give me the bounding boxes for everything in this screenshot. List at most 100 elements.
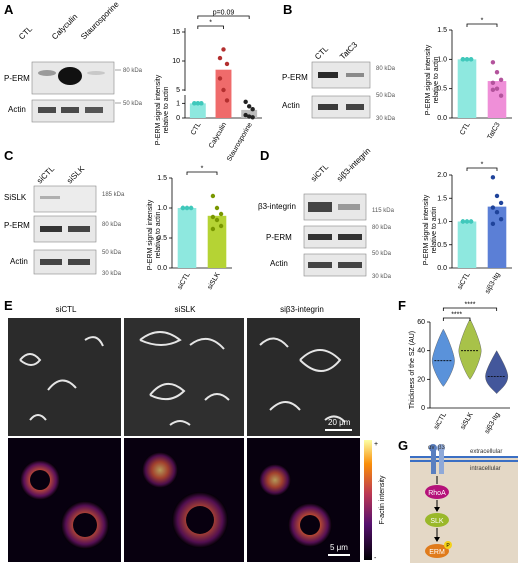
x-tick-label: CTL <box>190 121 203 136</box>
data-point <box>498 93 504 98</box>
y-tick-label: 40 <box>417 348 425 355</box>
significance-label: **** <box>451 312 462 319</box>
lane-label: CTL <box>313 44 330 61</box>
blot-band <box>38 107 56 113</box>
panel-a: A CTL Calyculin Staurosporine P-ERM Acti… <box>4 0 262 163</box>
micrograph-sib3 <box>247 318 360 436</box>
y-tick-label: 1.5 <box>157 175 167 182</box>
y-tick-label: 1.5 <box>437 27 447 34</box>
mw-marker: 80 kDa <box>123 68 143 74</box>
blot-label: P-ERM <box>4 74 30 83</box>
data-point <box>246 114 252 119</box>
arrowhead <box>434 507 440 512</box>
mw-marker: 185 kDa <box>102 192 125 198</box>
significance-label: * <box>209 20 212 27</box>
data-point <box>494 193 500 199</box>
y-tick-label: 10 <box>172 58 180 65</box>
blot-band <box>58 67 82 85</box>
y-axis-label: P-ERM signal intensityrelative to actin <box>425 44 440 115</box>
y-tick-label: 0.0 <box>437 115 447 122</box>
y-tick-label: 1.0 <box>157 205 167 212</box>
blot-label: P-ERM <box>4 221 30 230</box>
data-point <box>210 226 216 232</box>
blot-label: Actin <box>10 257 28 266</box>
mw-marker: 30 kDa <box>102 271 122 277</box>
data-point <box>224 98 230 103</box>
integrin-beta-label: β3 <box>438 445 445 451</box>
significance-label: * <box>201 166 204 173</box>
blot-label: P-ERM <box>282 73 308 82</box>
bar <box>215 69 232 118</box>
blot-band <box>85 107 103 113</box>
data-point <box>217 76 223 81</box>
panel-c: C siCTL siSLK SiSLK P-ERM Actin 185 kDa … <box>4 148 232 291</box>
y-tick-label: 0 <box>176 115 180 122</box>
data-point <box>221 47 226 52</box>
lane-label: Staurosporine <box>79 0 121 41</box>
data-point <box>494 210 500 215</box>
data-point <box>192 101 197 106</box>
panel-label-d: D <box>260 148 269 163</box>
x-tick-label: siβ3-Itg <box>484 271 502 295</box>
chart-c: P-ERM signal intensityrelative to actin … <box>147 166 232 291</box>
x-tick-label: CTL <box>459 121 472 136</box>
scale-bar-label: 5 μm <box>330 543 348 552</box>
rhoa-label: RhoA <box>428 490 446 497</box>
x-tick-label: siβ3-Itg <box>484 411 502 435</box>
axis-break <box>182 91 188 95</box>
lane-label: CTL <box>17 24 34 41</box>
panel-f: F Thickness of the SZ (AU) 0 20 40 60 siCTL s… <box>398 298 510 435</box>
blot-band <box>308 202 332 212</box>
mw-marker: 50 kDa <box>123 101 143 107</box>
violin <box>458 318 482 380</box>
western-blot-actin <box>311 95 371 119</box>
x-tick-label: siSLK <box>460 411 475 431</box>
data-point <box>494 86 500 91</box>
data-point <box>243 99 248 105</box>
data-point <box>218 211 224 217</box>
micrograph-siCTL <box>8 318 121 436</box>
blot-band <box>40 196 60 199</box>
column-label: siSLK <box>175 305 197 314</box>
data-point <box>464 57 470 62</box>
x-tick-label: siCTL <box>177 271 192 290</box>
panel-label-b: B <box>283 2 292 17</box>
data-point <box>243 112 248 118</box>
mw-marker: 80 kDa <box>102 222 122 228</box>
data-point <box>224 61 230 67</box>
lane-label: Calyculin <box>50 12 79 41</box>
data-point <box>490 221 496 227</box>
data-point <box>490 205 496 210</box>
column-label: siCTL <box>56 305 77 314</box>
micrograph-siCTL-zoom <box>8 438 121 562</box>
blot-band <box>40 226 62 232</box>
blot-band <box>87 71 105 75</box>
panel-label-a: A <box>4 2 14 17</box>
y-tick-label: 1.0 <box>437 56 447 63</box>
y-tick-label: 2.0 <box>437 172 447 179</box>
data-point <box>494 70 500 75</box>
blot-band <box>346 104 364 110</box>
rhoa-node <box>425 485 449 499</box>
significance-bracket <box>466 23 498 27</box>
blot-band <box>68 226 90 232</box>
data-point <box>217 55 223 61</box>
actin-signal <box>20 452 332 549</box>
blot-label: Actin <box>282 101 300 110</box>
data-point <box>490 175 496 180</box>
blot-band <box>61 107 79 113</box>
y-tick-label: 1.5 <box>437 195 447 202</box>
data-point <box>490 60 496 65</box>
panel-label-c: C <box>4 148 14 163</box>
blot-label: SiSLK <box>4 193 27 202</box>
data-point <box>180 205 186 211</box>
blot-band <box>318 104 338 110</box>
bar <box>177 208 197 268</box>
blot-band <box>338 262 362 268</box>
mw-marker: 115 kDa <box>372 208 395 214</box>
slk-label: SLK <box>430 518 444 525</box>
data-point <box>498 216 504 222</box>
mw-marker: 80 kDa <box>372 225 392 231</box>
y-tick-label: 5 <box>176 87 180 94</box>
erm-node <box>425 544 449 558</box>
